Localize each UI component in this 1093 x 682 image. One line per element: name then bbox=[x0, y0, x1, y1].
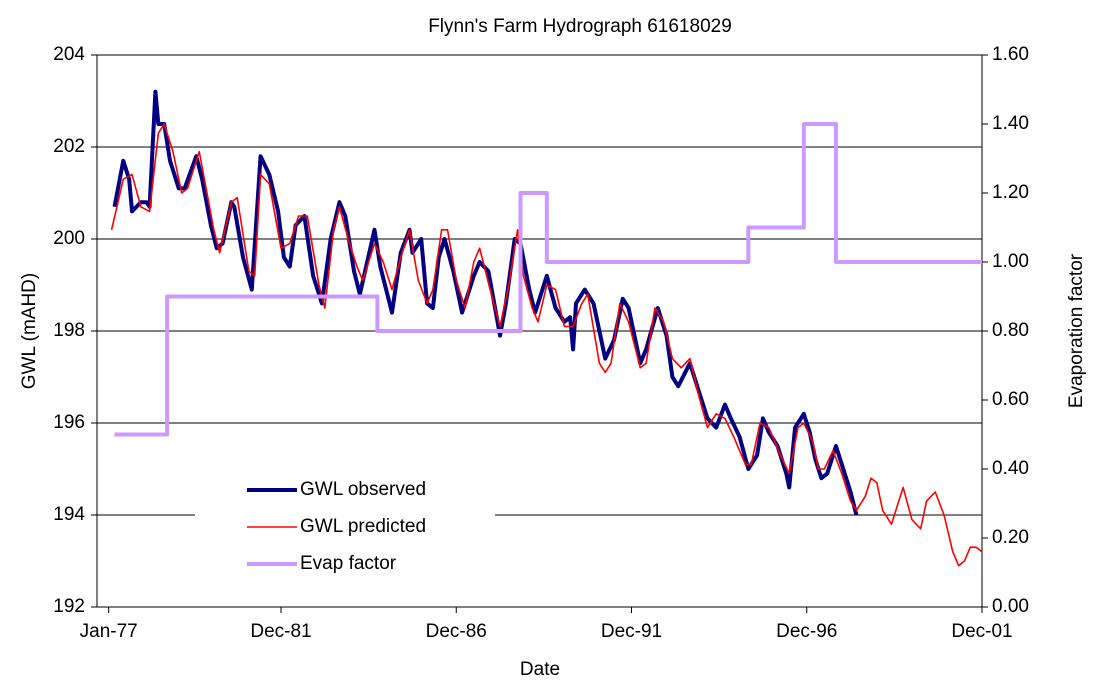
x-tick-label: Dec-01 bbox=[951, 621, 1012, 642]
y-tick-label: 196 bbox=[53, 412, 85, 433]
y-axis-label: GWL (mAHD) bbox=[19, 273, 40, 389]
series-line bbox=[114, 122, 982, 437]
x-tick-label: Dec-91 bbox=[601, 621, 662, 642]
y-tick-label: 194 bbox=[53, 504, 85, 525]
y-tick-label: 198 bbox=[53, 320, 85, 341]
x-axis-label: Date bbox=[520, 659, 560, 680]
x-tick-label: Dec-96 bbox=[776, 621, 837, 642]
y2-tick-label: 0.20 bbox=[992, 527, 1029, 548]
legend-label: Evap factor bbox=[300, 553, 397, 574]
x-tick-label: Jan-77 bbox=[80, 621, 138, 642]
chart-title: Flynn's Farm Hydrograph 61618029 bbox=[428, 16, 732, 37]
legend-label: GWL observed bbox=[300, 479, 426, 500]
series-line bbox=[110, 123, 983, 567]
y2-tick-label: 0.00 bbox=[992, 596, 1029, 617]
y2-tick-label: 1.20 bbox=[992, 182, 1029, 203]
y2-tick-label: 0.60 bbox=[992, 389, 1029, 410]
y2-tick-label: 0.80 bbox=[992, 320, 1029, 341]
y2-tick-label: 1.40 bbox=[992, 113, 1029, 134]
y-tick-label: 204 bbox=[53, 44, 85, 65]
legend-box bbox=[195, 470, 495, 585]
y2-axis-label: Evaporation factor bbox=[1066, 253, 1087, 408]
y2-tick-label: 1.00 bbox=[992, 251, 1029, 272]
y-tick-label: 200 bbox=[53, 228, 85, 249]
series-line bbox=[112, 89, 859, 516]
y-tick-label: 192 bbox=[53, 596, 85, 617]
y-tick-label: 202 bbox=[53, 136, 85, 157]
y2-tick-label: 1.60 bbox=[992, 44, 1029, 65]
legend-label: GWL predicted bbox=[300, 516, 426, 537]
y2-tick-label: 0.40 bbox=[992, 458, 1029, 479]
x-tick-label: Dec-81 bbox=[250, 621, 311, 642]
x-tick-label: Dec-86 bbox=[426, 621, 487, 642]
